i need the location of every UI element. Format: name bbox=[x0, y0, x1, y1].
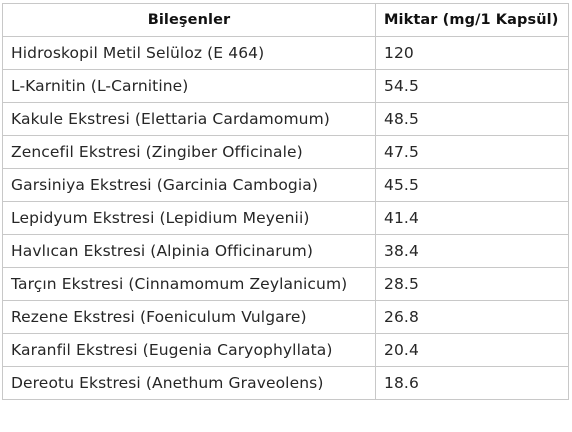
table-row: Hidroskopil Metil Selüloz (E 464) 120 bbox=[2, 36, 569, 70]
amount-cell: 41.4 bbox=[375, 201, 569, 235]
amount-cell: 45.5 bbox=[375, 168, 569, 202]
amount-cell: 28.5 bbox=[375, 267, 569, 301]
amount-cell: 18.6 bbox=[375, 366, 569, 400]
header-amount: Miktar (mg/1 Kapsül) bbox=[375, 3, 569, 37]
header-row: Bileşenler Miktar (mg/1 Kapsül) bbox=[2, 3, 569, 37]
ingredients-table: Bileşenler Miktar (mg/1 Kapsül) Hidrosko… bbox=[2, 3, 569, 400]
table-row: Karanfil Ekstresi (Eugenia Caryophyllata… bbox=[2, 333, 569, 367]
ingredient-cell: L-Karnitin (L-Carnitine) bbox=[2, 69, 376, 103]
ingredient-cell: Garsiniya Ekstresi (Garcinia Cambogia) bbox=[2, 168, 376, 202]
table-row: Rezene Ekstresi (Foeniculum Vulgare) 26.… bbox=[2, 300, 569, 334]
amount-cell: 26.8 bbox=[375, 300, 569, 334]
amount-cell: 54.5 bbox=[375, 69, 569, 103]
amount-cell: 47.5 bbox=[375, 135, 569, 169]
amount-cell: 20.4 bbox=[375, 333, 569, 367]
ingredient-cell: Tarçın Ekstresi (Cinnamomum Zeylanicum) bbox=[2, 267, 376, 301]
amount-cell: 120 bbox=[375, 36, 569, 70]
ingredient-cell: Rezene Ekstresi (Foeniculum Vulgare) bbox=[2, 300, 376, 334]
header-ingredients: Bileşenler bbox=[2, 3, 376, 37]
table-row: Kakule Ekstresi (Elettaria Cardamomum) 4… bbox=[2, 102, 569, 136]
ingredient-cell: Karanfil Ekstresi (Eugenia Caryophyllata… bbox=[2, 333, 376, 367]
amount-cell: 38.4 bbox=[375, 234, 569, 268]
ingredient-cell: Lepidyum Ekstresi (Lepidium Meyenii) bbox=[2, 201, 376, 235]
amount-cell: 48.5 bbox=[375, 102, 569, 136]
ingredient-cell: Zencefil Ekstresi (Zingiber Officinale) bbox=[2, 135, 376, 169]
table-row: Dereotu Ekstresi (Anethum Graveolens) 18… bbox=[2, 366, 569, 400]
table-row: Zencefil Ekstresi (Zingiber Officinale) … bbox=[2, 135, 569, 169]
table-header: Bileşenler Miktar (mg/1 Kapsül) bbox=[2, 3, 569, 37]
table-row: L-Karnitin (L-Carnitine) 54.5 bbox=[2, 69, 569, 103]
table-row: Garsiniya Ekstresi (Garcinia Cambogia) 4… bbox=[2, 168, 569, 202]
table-row: Havlıcan Ekstresi (Alpinia Officinarum) … bbox=[2, 234, 569, 268]
ingredient-cell: Hidroskopil Metil Selüloz (E 464) bbox=[2, 36, 376, 70]
ingredient-cell: Dereotu Ekstresi (Anethum Graveolens) bbox=[2, 366, 376, 400]
table-body: Hidroskopil Metil Selüloz (E 464) 120 L-… bbox=[2, 36, 569, 400]
table-row: Tarçın Ekstresi (Cinnamomum Zeylanicum) … bbox=[2, 267, 569, 301]
table-row: Lepidyum Ekstresi (Lepidium Meyenii) 41.… bbox=[2, 201, 569, 235]
ingredient-cell: Havlıcan Ekstresi (Alpinia Officinarum) bbox=[2, 234, 376, 268]
ingredient-cell: Kakule Ekstresi (Elettaria Cardamomum) bbox=[2, 102, 376, 136]
